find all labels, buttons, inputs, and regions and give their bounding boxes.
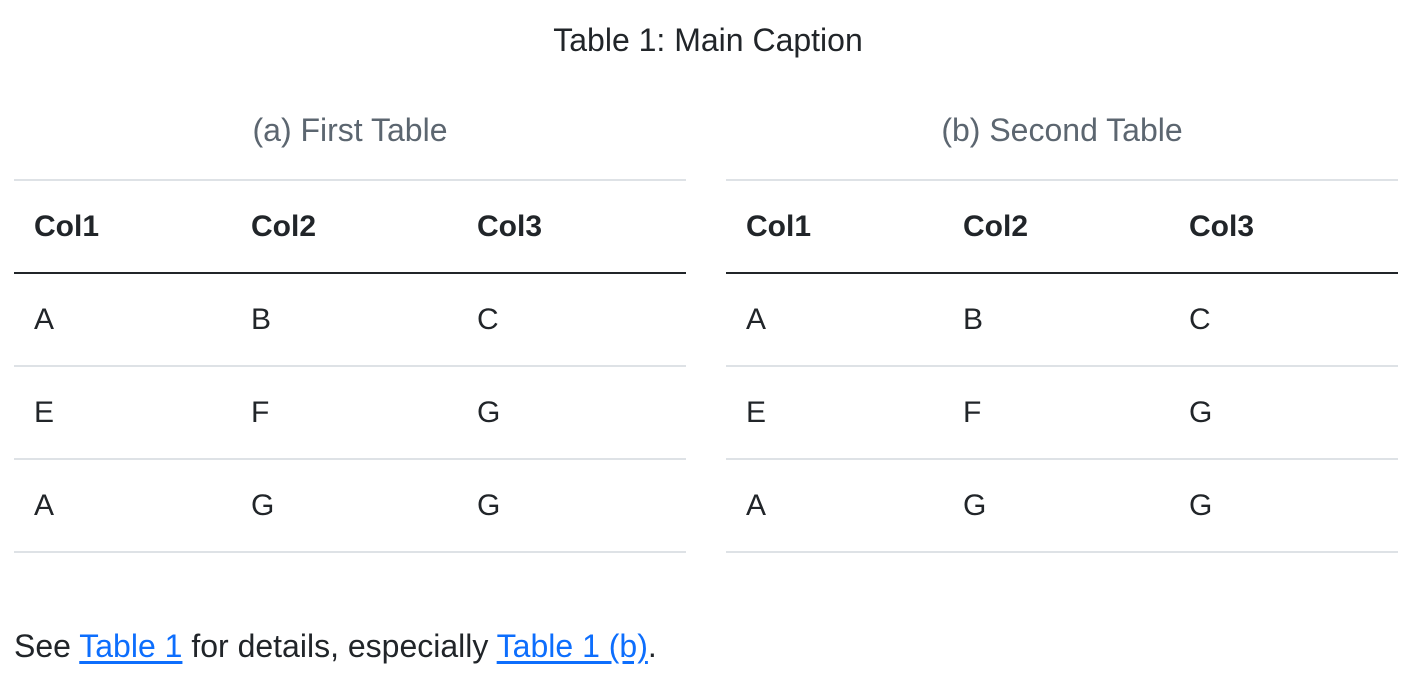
column-header: Col3	[1169, 179, 1398, 274]
table-cell: G	[1169, 459, 1398, 553]
table-cell: B	[231, 273, 457, 367]
table-1b-link[interactable]: Table 1 (b)	[496, 628, 648, 664]
column-header: Col3	[457, 179, 686, 274]
column-header: Col1	[726, 179, 943, 274]
table-cell: A	[14, 459, 231, 553]
table-cell: C	[457, 273, 686, 367]
text: for details, especially	[182, 628, 497, 664]
table-cell: G	[457, 459, 686, 553]
column-header: Col2	[231, 179, 457, 274]
text: See	[14, 628, 80, 664]
table-cell: C	[1169, 273, 1398, 367]
table-a: Col1 Col2 Col3 A B C E F G A G G	[14, 179, 686, 553]
reference-paragraph: See Table 1 for details, especially Tabl…	[14, 628, 657, 665]
table-cell: E	[726, 366, 943, 460]
table-1-link[interactable]: Table 1	[79, 628, 183, 664]
text: .	[647, 628, 657, 664]
table-cell: G	[943, 459, 1169, 553]
table-cell: E	[14, 366, 231, 460]
table-b: Col1 Col2 Col3 A B C E F G A G G	[726, 179, 1398, 553]
table-cell: A	[726, 273, 943, 367]
table-cell: A	[726, 459, 943, 553]
subtable-caption: (b) Second Table	[941, 112, 1183, 148]
column-header: Col1	[14, 179, 231, 274]
table-cell: F	[943, 366, 1169, 460]
column-header: Col2	[943, 179, 1169, 274]
table-cell: A	[14, 273, 231, 367]
table-cell: G	[231, 459, 457, 553]
table-cell: B	[943, 273, 1169, 367]
table-cell: G	[457, 366, 686, 460]
subtable-caption: (a) First Table	[252, 112, 448, 148]
table-cell: F	[231, 366, 457, 460]
table-cell: G	[1169, 366, 1398, 460]
header-row: Col1 Col2 Col3	[14, 179, 686, 274]
header-row: Col1 Col2 Col3	[726, 179, 1398, 274]
main-caption: Table 1: Main Caption	[553, 22, 863, 58]
